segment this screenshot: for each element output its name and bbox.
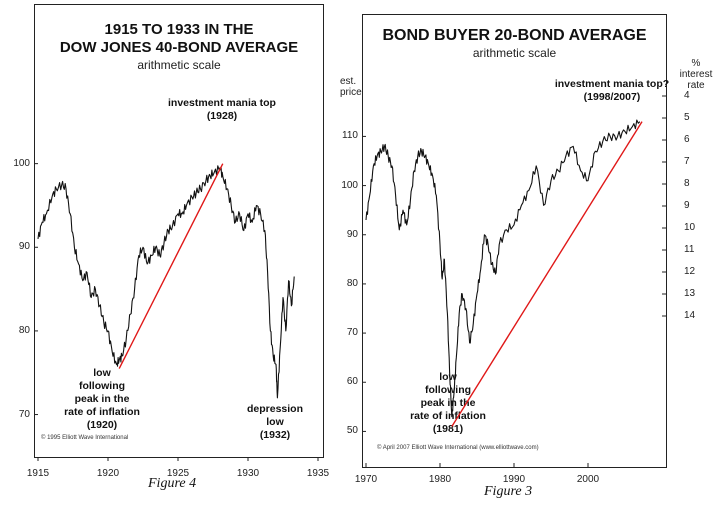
series-line [365,119,641,418]
annotation-inflation-low: low following peak in the rate of inflat… [47,367,157,432]
chart-title-line1: 1915 TO 1933 IN THE [104,21,254,38]
chart-panel-dow-jones: 1915 TO 1933 IN THE DOW JONES 40-BOND AV… [34,4,324,458]
right-tick-label: 8 [684,178,690,189]
annotation-line: following [78,380,126,392]
x-tick-label: 1915 [26,468,50,479]
x-tick-label: 1920 [96,468,120,479]
annotation-depression-low: depression low (1932) [235,403,315,442]
annotation-inflation-low: low following peak in the rate of inflat… [393,371,503,436]
annotation-line: (1998/2007) [583,91,641,103]
y-tick-label: 110 [342,130,358,142]
x-tick-label: 2000 [576,474,600,485]
x-tick-label: 1990 [502,474,526,485]
y-tick-label: 90 [18,241,30,253]
trendline [118,163,224,369]
chart-title-line2: DOW JONES 40-BOND AVERAGE [59,39,299,56]
x-tick-label: 1980 [428,474,452,485]
right-tick-label: 11 [684,244,695,255]
annotation-line: rate of inflation [410,410,486,422]
annotation-line: rate of inflation [64,406,140,418]
ylabel-right-line: % [691,58,701,69]
y-tick-label: 100 [13,157,30,169]
figure-label-3: Figure 3 [484,484,533,499]
y-tick-label: 70 [346,327,358,339]
y-tick-label: 70 [18,408,30,420]
y-tick-label: 90 [346,228,358,240]
annotation-mania-top: investment mania top (1928) [157,97,287,123]
y-tick-label: 100 [341,179,358,191]
series-line [37,165,295,399]
chart-title: BOND BUYER 20-BOND AVERAGE [382,27,647,44]
annotation-line: investment mania top? [554,78,670,90]
annotation-line: low [266,416,284,428]
ylabel-left-line: est. [340,76,357,87]
chart-subtitle: arithmetic scale [472,46,557,60]
annotation-line: peak in the [420,397,476,409]
ylabel-right: % interest rate [676,58,716,91]
annotation-line: (1920) [86,419,118,431]
y-tick-label: 80 [346,277,358,289]
annotation-line: low [93,367,111,379]
y-tick-label: 80 [18,324,30,336]
right-tick-label: 9 [684,200,690,211]
right-tick-label: 4 [684,90,690,101]
trendline [451,121,643,427]
ylabel-left-line: price [340,87,362,98]
right-tick-label: 10 [684,222,696,233]
annotation-line: depression [246,403,304,415]
annotation-line: following [424,384,472,396]
right-tick-label: 13 [684,288,696,299]
copyright-note: © April 2007 Elliott Wave International … [377,445,539,451]
right-tick-label: 7 [684,156,690,167]
chart-panel-bond-buyer: BOND BUYER 20-BOND AVERAGE arithmetic sc… [362,14,669,468]
x-tick-label: 1930 [236,468,260,479]
right-tick-label: 5 [684,112,690,123]
annotation-line: (1932) [259,429,291,441]
right-tick-label: 6 [684,134,690,145]
x-tick-label: 1925 [166,468,190,479]
annotation-line: investment mania top [168,97,276,109]
annotation-line: (1928) [206,110,238,122]
annotation-mania-top: investment mania top? (1998/2007) [547,78,677,104]
copyright-note: © 1995 Elliott Wave International [41,435,129,441]
y-tick-label: 50 [346,425,358,437]
ylabel-left: est. price [340,76,362,98]
annotation-line: peak in the [74,393,130,405]
right-tick-label: 14 [684,310,696,321]
x-tick-label: 1935 [306,468,330,479]
ylabel-right-line: interest [679,69,713,80]
y-tick-label: 60 [346,376,358,388]
annotation-line: low [439,371,457,383]
x-tick-label: 1970 [354,474,378,485]
right-tick-label: 12 [684,266,696,277]
annotation-line: (1981) [432,423,464,435]
figure-label-4: Figure 4 [148,476,197,491]
ylabel-right-line: rate [687,80,705,91]
chart-subtitle: arithmetic scale [137,58,221,72]
